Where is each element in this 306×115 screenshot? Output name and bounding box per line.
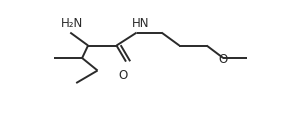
Text: HN: HN [132,16,149,29]
Text: O: O [118,68,128,81]
Text: H₂N: H₂N [61,17,83,30]
Text: O: O [218,53,228,65]
